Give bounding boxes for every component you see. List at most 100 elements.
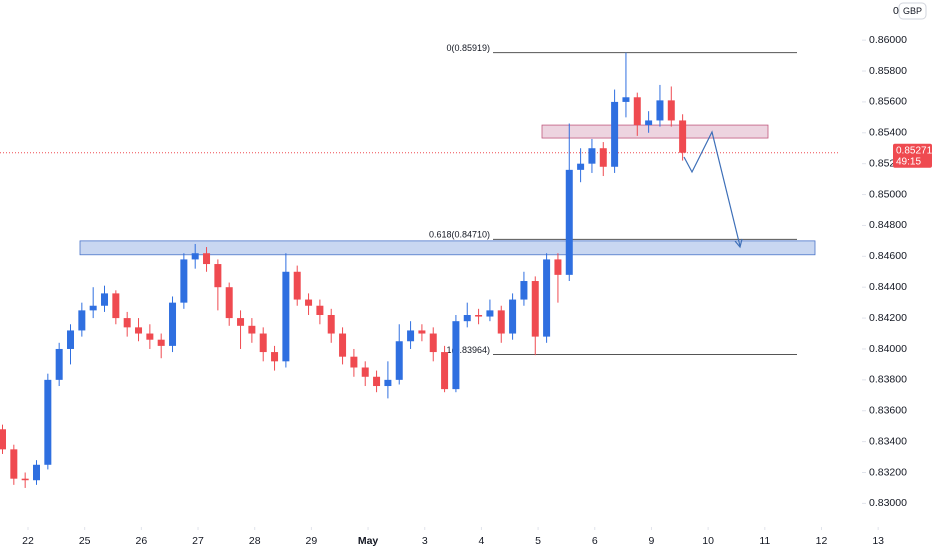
arrow-head [734,238,743,249]
y-tick-label: 0.85600 [869,96,907,108]
zone [541,124,769,139]
x-tick-label: 12 [816,535,828,547]
candle-body [55,348,63,380]
y-tick-label: 0.83600 [869,405,907,417]
candle-body [112,293,120,319]
candle-body [10,449,18,479]
x-tick-label: 26 [136,535,148,547]
plot-area: 0(0.85919) 0.618(0.84710) 1(0.83964) [0,43,840,488]
x-tick-label: 5 [535,535,541,547]
x-tick-label: 13 [872,535,884,547]
countdown-label: 49:15 [896,156,921,167]
candle-body [44,379,52,465]
candle-body [191,253,199,260]
x-tick-label: 22 [22,535,34,547]
y-tick-label: 0.84600 [869,250,907,262]
y-tick-label: 0.84200 [869,312,907,324]
y-tick-label: 0.84800 [869,219,907,231]
candle-body [554,259,562,275]
candle-body [0,429,6,450]
candle-body [305,299,313,306]
y-tick-label: 0.85400 [869,127,907,139]
candle-body [169,302,177,346]
scale-prefix: 0. [893,5,902,17]
candle-body [588,148,596,164]
current-price-box [893,143,932,168]
y-tick-label: 0.85800 [869,65,907,77]
candle-body [497,310,505,334]
candle-body [293,271,301,300]
y-tick-label: 0.83200 [869,466,907,478]
candle-body [214,264,222,288]
currency-label: GBP [903,6,922,16]
candle-body [452,321,460,390]
candle-body [373,376,381,387]
y-tick-label: 0.83000 [869,497,907,509]
y-tick-label: 0.83800 [869,374,907,386]
x-tick-label: May [358,535,379,547]
x-tick-label: 25 [79,535,91,547]
x-tick-label: 27 [192,535,204,547]
fib-label: 0(0.85919) [446,43,490,53]
candle-body [271,352,279,362]
price-axis: 0.83000 0.83200 0.83400 0.83600 0.83800 0.840… [862,34,907,509]
candle-body [441,352,449,390]
candle-body [180,259,188,303]
y-tick-label: 0.84400 [869,281,907,293]
zone [79,240,816,256]
projection-arrow [683,130,741,247]
candle-body [633,97,641,126]
x-tick-label: 4 [478,535,484,547]
candle-body [327,315,335,334]
y-tick-label: 0.85000 [869,188,907,200]
candle-body [407,330,415,342]
candle-body [418,330,426,334]
candle-body [679,120,687,153]
y-tick-label: 0.84000 [869,343,907,355]
x-tick-label: 28 [249,535,261,547]
candle-body [135,327,143,334]
candle-body [123,318,131,328]
candle-body [33,464,41,481]
candle-body [429,333,437,353]
candle-body [384,379,392,387]
candle-body [543,259,551,337]
candle-body [21,478,29,481]
y-tick-label: 0.83400 [869,435,907,447]
candle-body [316,305,324,315]
candle-body [339,333,347,357]
candle-body [645,120,653,126]
candle-body [395,341,403,380]
candle-body [667,100,675,121]
x-tick-label: 3 [422,535,428,547]
candle-body [89,305,97,311]
currency-box [898,2,927,20]
candle-body [350,356,358,368]
candle-body [157,339,165,346]
candle-body [361,367,369,377]
candle-body [259,333,267,353]
candle-body [203,253,211,265]
candle-body [225,287,233,319]
candle-body [509,299,517,334]
candle-body [622,97,630,102]
candle-body [486,310,494,317]
candle-body [531,281,539,337]
y-tick-label: 0.86000 [869,34,907,46]
candle-body [67,330,75,349]
x-tick-label: 29 [306,535,318,547]
current-price-label: 0.85271 [896,145,932,156]
x-tick-label: 9 [649,535,655,547]
candle-body [520,281,528,300]
candle-body [463,315,471,322]
fib-label: 0.618(0.84710) [429,230,490,240]
candle-body [78,310,86,331]
candle-body [248,325,256,334]
candle-body [475,315,483,317]
candle-body [146,333,154,340]
candle-body [565,169,573,275]
x-tick-label: 6 [592,535,598,547]
candle-body [599,148,607,167]
